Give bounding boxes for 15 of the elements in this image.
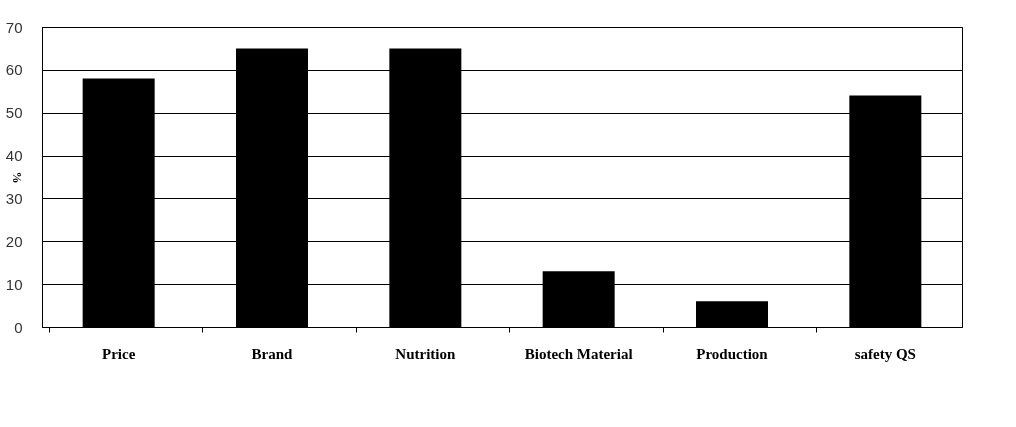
y-tick-label: 60 — [5, 61, 23, 79]
x-tick-label: Nutrition — [395, 345, 456, 362]
y-tick-label: 10 — [5, 275, 23, 293]
y-tick-label: 40 — [5, 147, 23, 165]
x-tick-label: Price — [102, 345, 136, 362]
x-tick-label: Production — [696, 345, 769, 362]
y-axis-title: % — [9, 171, 24, 184]
y-tick-label: 50 — [5, 104, 23, 122]
x-tick-label: Biotech Material — [524, 345, 633, 362]
x-tick-label: Brand — [251, 345, 294, 362]
y-tick-label: 30 — [5, 189, 23, 207]
y-tick-label: 70 — [5, 18, 23, 36]
y-tick-label: 20 — [5, 232, 23, 250]
y-tick-label: 0 — [14, 318, 23, 336]
x-tick-label: safety QS — [854, 345, 916, 362]
